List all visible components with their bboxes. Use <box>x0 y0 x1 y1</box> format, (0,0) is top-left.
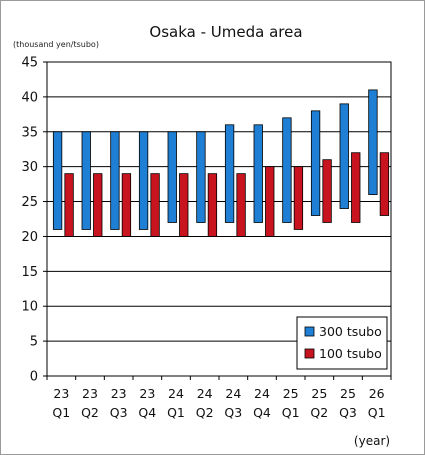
bar-100-tsubo-9 <box>322 159 332 223</box>
bar-100-tsubo-10 <box>351 152 361 223</box>
x-tick-year-9: 25 <box>311 386 327 401</box>
x-tick-year-2: 23 <box>111 386 127 401</box>
bar-100-tsubo-4 <box>179 173 189 237</box>
bar-100-tsubo-0 <box>64 173 74 237</box>
y-tick-label-20: 20 <box>21 230 38 245</box>
x-tick-year-7: 24 <box>254 386 270 401</box>
legend-label-1: 100 tsubo <box>319 346 382 361</box>
x-tick-quarter-7: Q4 <box>253 405 271 420</box>
gridlines <box>47 96 391 342</box>
y-tick-label-15: 15 <box>21 265 38 280</box>
bar-300-tsubo-11 <box>368 89 378 195</box>
bar-100-tsubo-5 <box>207 173 218 237</box>
y-axis-unit-label: (thousand yen/tsubo) <box>13 40 99 49</box>
bar-300-tsubo-1 <box>81 131 91 230</box>
bar-300-tsubo-8 <box>282 117 292 223</box>
bar-300-tsubo-4 <box>167 131 177 223</box>
x-axis-ticks: 23 Q1 23 Q2 23 Q3 23 Q4 24 Q1 24 Q2 24 Q3 24 Q4 25 Q1 25 Q2… <box>46 376 392 420</box>
x-tick-year-10: 25 <box>340 386 356 401</box>
y-tick-label-0: 0 <box>30 370 38 385</box>
legend: 300 tsubo 100 tsubo <box>296 316 388 370</box>
bar-300-tsubo-6 <box>224 124 235 223</box>
x-tick-quarter-5: Q2 <box>196 405 214 420</box>
y-tick-label-5: 5 <box>30 335 38 350</box>
chart-title: Osaka - Umeda area <box>149 23 302 41</box>
bar-100-tsubo-7 <box>265 166 275 237</box>
x-tick-year-0: 23 <box>53 386 69 401</box>
x-tick-quarter-3: Q4 <box>138 405 156 420</box>
x-tick-quarter-2: Q3 <box>110 405 128 420</box>
legend-box <box>296 316 388 370</box>
x-tick-year-1: 23 <box>82 386 98 401</box>
x-tick-year-6: 24 <box>225 386 241 401</box>
x-tick-quarter-11: Q1 <box>368 405 386 420</box>
legend-swatch-0 <box>304 326 315 337</box>
bar-300-tsubo-5 <box>196 131 206 223</box>
bar-300-tsubo-3 <box>138 131 149 230</box>
x-tick-year-11: 26 <box>369 386 385 401</box>
bar-100-tsubo-11 <box>379 152 390 216</box>
legend-swatch-1 <box>304 348 315 359</box>
x-tick-year-5: 24 <box>197 386 213 401</box>
y-tick-label-10: 10 <box>21 300 38 315</box>
bar-100-tsubo-8 <box>293 166 304 230</box>
bar-300-tsubo-7 <box>253 124 263 223</box>
x-tick-quarter-9: Q2 <box>310 405 328 420</box>
x-tick-year-4: 24 <box>168 386 184 401</box>
bar-100-tsubo-2 <box>121 173 132 237</box>
x-axis-label: (year) <box>354 434 390 448</box>
bar-300-tsubo-2 <box>110 131 120 230</box>
bar-100-tsubo-3 <box>150 173 160 237</box>
y-tick-label-25: 25 <box>21 195 38 210</box>
bar-300-tsubo-10 <box>339 103 349 209</box>
x-tick-quarter-6: Q3 <box>224 405 242 420</box>
legend-label-0: 300 tsubo <box>319 324 382 339</box>
bar-100-tsubo-1 <box>93 173 103 237</box>
bar-100-tsubo-6 <box>236 173 246 237</box>
bar-300-tsubo-0 <box>52 131 63 230</box>
y-tick-label-35: 35 <box>21 125 38 140</box>
y-axis-ticks: 0 5 10 15 20 25 30 35 40 45 <box>21 56 47 385</box>
x-tick-year-8: 25 <box>283 386 299 401</box>
x-tick-quarter-10: Q3 <box>339 405 357 420</box>
bar-300-tsubo-9 <box>310 110 321 216</box>
x-tick-quarter-4: Q1 <box>167 405 185 420</box>
x-tick-year-3: 23 <box>139 386 155 401</box>
x-tick-quarter-1: Q2 <box>81 405 99 420</box>
x-tick-quarter-0: Q1 <box>52 405 70 420</box>
bars <box>52 89 390 237</box>
x-tick-quarter-8: Q1 <box>282 405 300 420</box>
y-tick-label-45: 45 <box>21 56 38 71</box>
plot-area-border <box>46 61 392 377</box>
y-tick-label-40: 40 <box>21 90 38 105</box>
y-tick-label-30: 30 <box>21 160 38 175</box>
